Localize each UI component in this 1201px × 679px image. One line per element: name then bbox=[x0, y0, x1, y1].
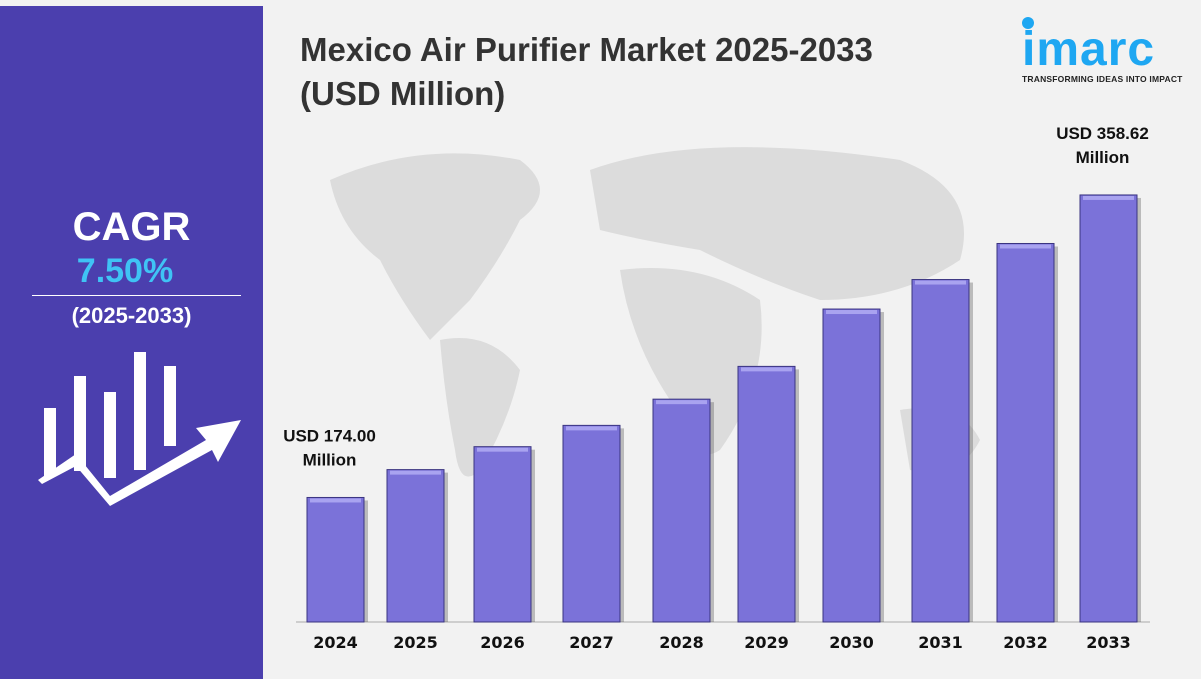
x-tick-label: 2025 bbox=[393, 633, 438, 652]
x-tick-label: 2024 bbox=[313, 633, 358, 652]
title-line-2: (USD Million) bbox=[300, 75, 506, 112]
bar-highlight bbox=[310, 498, 361, 503]
growth-chart-arrow-icon bbox=[38, 352, 241, 506]
x-tick-label: 2028 bbox=[659, 633, 704, 652]
title-line-1: Mexico Air Purifier Market 2025-2033 bbox=[300, 31, 873, 68]
data-label-line2: Million bbox=[303, 450, 357, 469]
bar-2033 bbox=[1079, 194, 1138, 623]
bar-2032 bbox=[996, 242, 1055, 623]
x-tick-label: 2033 bbox=[1086, 633, 1131, 652]
data-label-line1: USD 358.62 bbox=[1056, 124, 1149, 143]
x-tick-label: 2026 bbox=[480, 633, 525, 652]
imarc-logo bbox=[1022, 17, 1034, 29]
x-tick-label: 2030 bbox=[829, 633, 874, 652]
bar-highlight bbox=[741, 367, 792, 372]
bar-highlight bbox=[915, 280, 966, 285]
data-label-line1: USD 174.00 bbox=[283, 426, 376, 445]
bar-highlight bbox=[390, 470, 441, 475]
bar-highlight bbox=[1083, 195, 1134, 200]
bar-2030 bbox=[822, 308, 881, 623]
cagr-label: CAGR bbox=[72, 205, 191, 249]
cagr-period: (2025-2033) bbox=[71, 303, 192, 328]
bar-highlight bbox=[656, 400, 707, 405]
logo-tagline: TRANSFORMING IDEAS INTO IMPACT bbox=[1022, 74, 1183, 84]
bar-2026 bbox=[473, 446, 532, 623]
cagr-value: 7.50% bbox=[76, 252, 174, 290]
bar-2024 bbox=[306, 496, 365, 623]
logo-text: imarc bbox=[1022, 23, 1156, 76]
bar-2025 bbox=[386, 469, 445, 623]
chart-title: Mexico Air Purifier Market 2025-2033 (US… bbox=[300, 28, 873, 116]
x-tick-label: 2029 bbox=[744, 633, 789, 652]
divider bbox=[32, 295, 241, 296]
bar-highlight bbox=[1000, 244, 1051, 249]
bar-2029 bbox=[737, 365, 796, 623]
cagr-sidebar bbox=[0, 6, 263, 679]
bar-highlight bbox=[477, 447, 528, 452]
bar-highlight bbox=[826, 310, 877, 315]
bar-2031 bbox=[911, 279, 970, 623]
x-tick-label: 2032 bbox=[1003, 633, 1048, 652]
bar-2027 bbox=[562, 424, 621, 623]
data-label-line2: Million bbox=[1076, 148, 1130, 167]
bar-2028 bbox=[652, 398, 711, 623]
bar-highlight bbox=[566, 426, 617, 431]
x-tick-label: 2027 bbox=[569, 633, 614, 652]
x-tick-label: 2031 bbox=[918, 633, 963, 652]
